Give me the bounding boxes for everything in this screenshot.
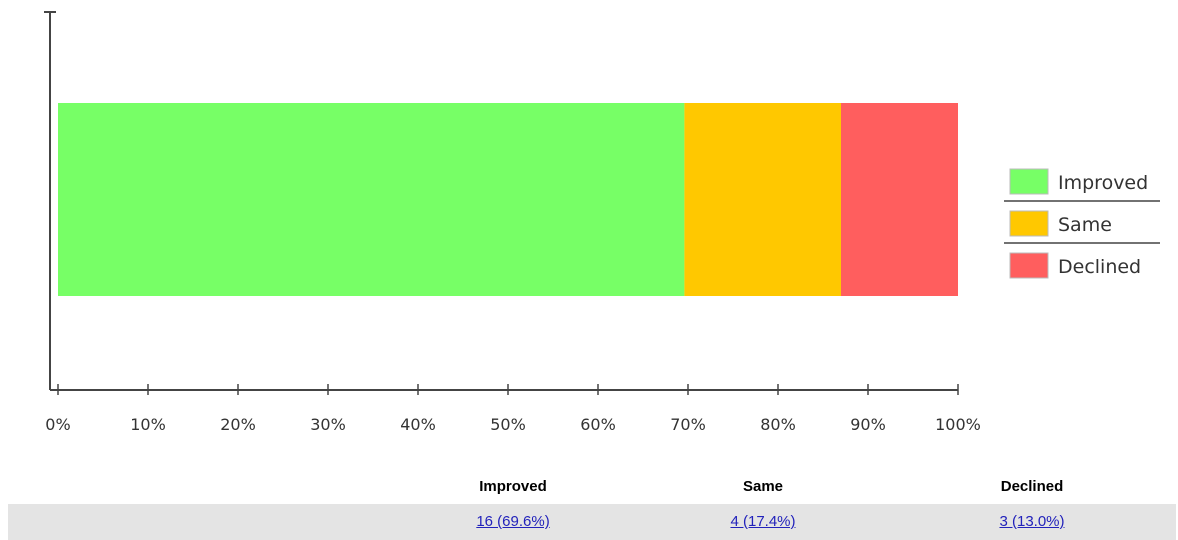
improved-count-link[interactable]: 16 (69.6%): [476, 513, 550, 530]
legend-label-same: Same: [1058, 214, 1112, 236]
bar-segment-same: [684, 103, 841, 296]
x-tick-label: 10%: [130, 415, 166, 434]
summary-table: Improved Same Declined 16 (69.6%) 4 (17.…: [8, 468, 1176, 540]
x-axis-ticks: 0% 10% 20% 30% 40% 50% 60% 70% 80% 90% 100%: [45, 384, 981, 434]
x-tick-label: 70%: [670, 415, 706, 434]
legend: Improved Same Declined: [1004, 168, 1160, 279]
x-tick-label: 50%: [490, 415, 526, 434]
x-tick-label: 30%: [310, 415, 346, 434]
stacked-bar-chart: 0% 10% 20% 30% 40% 50% 60% 70% 80% 90% 100% Improv…: [44, 11, 1160, 434]
legend-label-improved: Improved: [1058, 172, 1148, 194]
summary-cell-same: 4 (17.4%): [638, 504, 888, 540]
summary-header-declined: Declined: [1000, 477, 1064, 495]
x-tick-label: 90%: [850, 415, 886, 434]
summary-cell-blank: [8, 504, 388, 540]
bar-segment-improved: [58, 103, 685, 296]
legend-swatch-improved: [1009, 168, 1049, 195]
summary-cell-improved: 16 (69.6%): [388, 504, 638, 540]
x-tick-label: 20%: [220, 415, 256, 434]
summary-header-same: Same: [742, 477, 784, 495]
legend-swatch-same: [1009, 210, 1049, 237]
bar-segment-declined: [841, 103, 958, 296]
legend-label-declined: Declined: [1058, 256, 1141, 278]
x-tick-label: 60%: [580, 415, 616, 434]
declined-count-link[interactable]: 3 (13.0%): [999, 513, 1065, 530]
bar-segments: [58, 103, 958, 296]
summary-header-improved: Improved: [479, 477, 547, 495]
summary-cell-declined: 3 (13.0%): [888, 504, 1176, 540]
x-tick-label: 40%: [400, 415, 436, 434]
x-tick-label: 80%: [760, 415, 796, 434]
legend-swatch-declined: [1009, 252, 1049, 279]
summary-value-row: 16 (69.6%) 4 (17.4%) 3 (13.0%): [8, 504, 1176, 540]
x-tick-label: 100%: [935, 415, 981, 434]
summary-header-row: Improved Same Declined: [8, 468, 1176, 504]
summary-header-blank: [8, 468, 388, 504]
same-count-link[interactable]: 4 (17.4%): [730, 513, 796, 530]
x-tick-label: 0%: [45, 415, 70, 434]
